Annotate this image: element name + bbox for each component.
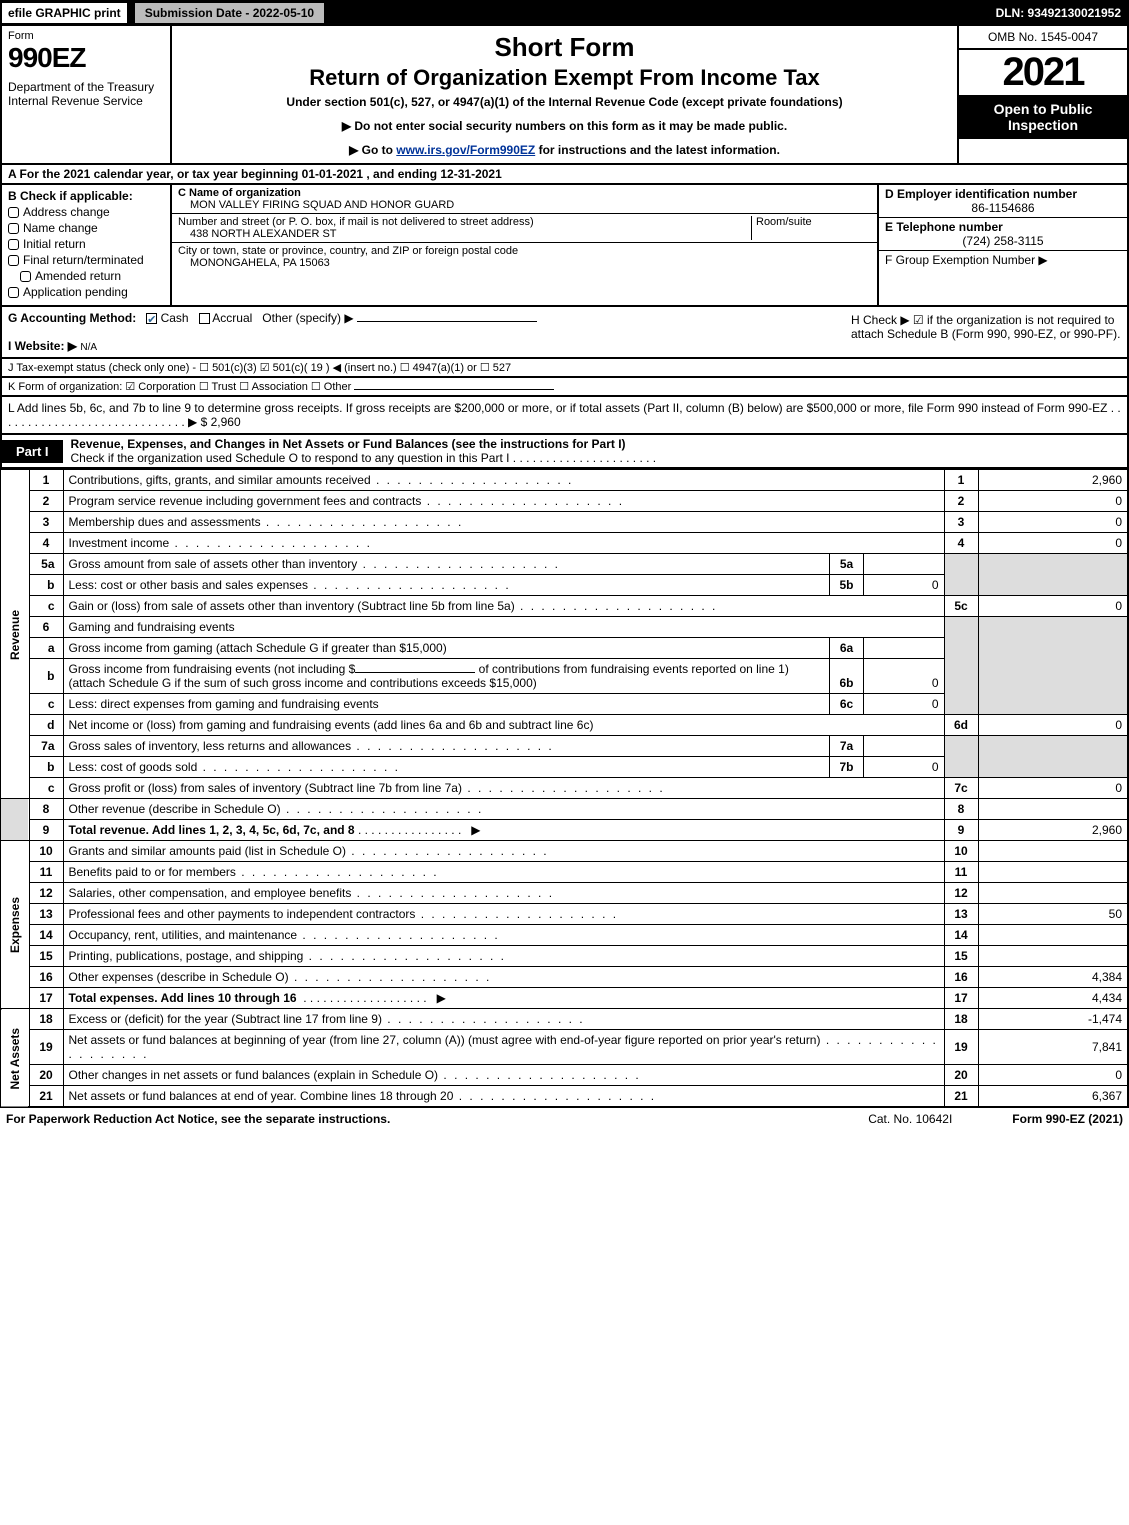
inspection-label: Open to Public Inspection xyxy=(959,95,1127,139)
line10-amt xyxy=(978,841,1128,862)
line21-amt: 6,367 xyxy=(978,1086,1128,1108)
org-name: MON VALLEY FIRING SQUAD AND HONOR GUARD xyxy=(178,199,871,211)
line9-amt: 2,960 xyxy=(978,820,1128,841)
omb-number: OMB No. 1545-0047 xyxy=(959,26,1127,50)
part1-label: Part I xyxy=(2,440,63,463)
col-b-heading: B Check if applicable: xyxy=(8,189,164,203)
line16-amt: 4,384 xyxy=(978,967,1128,988)
irs-link[interactable]: www.irs.gov/Form990EZ xyxy=(396,143,535,157)
city-label: City or town, state or province, country… xyxy=(178,245,518,257)
line11-amt xyxy=(978,862,1128,883)
note-link: ▶ Go to www.irs.gov/Form990EZ for instru… xyxy=(182,143,947,157)
form-number: 990EZ xyxy=(8,42,164,74)
chk-initial-return[interactable] xyxy=(8,239,19,250)
line5b-val: 0 xyxy=(864,575,944,595)
line2-amt: 0 xyxy=(978,491,1128,512)
street: 438 NORTH ALEXANDER ST xyxy=(178,228,751,240)
line6a-val xyxy=(864,638,944,658)
line8-amt xyxy=(978,799,1128,820)
line6c-val: 0 xyxy=(864,694,944,714)
tax-year: 2021 xyxy=(959,50,1127,95)
h-schedule-b: H Check ▶ ☑ if the organization is not r… xyxy=(851,313,1121,341)
phone-label: E Telephone number xyxy=(885,220,1003,234)
chk-cash[interactable] xyxy=(146,313,157,324)
efile-print-label[interactable]: efile GRAPHIC print xyxy=(0,1,129,25)
chk-name-change[interactable] xyxy=(8,223,19,234)
info-block: B Check if applicable: Address change Na… xyxy=(0,185,1129,307)
line4-amt: 0 xyxy=(978,533,1128,554)
city: MONONGAHELA, PA 15063 xyxy=(178,257,518,269)
header-right: OMB No. 1545-0047 2021 Open to Public In… xyxy=(957,26,1127,163)
line15-amt xyxy=(978,946,1128,967)
netassets-side-label: Net Assets xyxy=(1,1009,29,1108)
department-label: Department of the Treasury Internal Reve… xyxy=(8,80,164,108)
chk-address-change[interactable] xyxy=(8,207,19,218)
row-l-gross-receipts: L Add lines 5b, 6c, and 7b to line 9 to … xyxy=(0,397,1129,435)
website-label: I Website: ▶ xyxy=(8,339,77,353)
line18-amt: -1,474 xyxy=(978,1009,1128,1030)
website-value: N/A xyxy=(80,342,97,353)
line17-amt: 4,434 xyxy=(978,988,1128,1009)
form-header: Form 990EZ Department of the Treasury In… xyxy=(0,26,1129,165)
line1-amt: 2,960 xyxy=(978,470,1128,491)
cat-no: Cat. No. 10642I xyxy=(868,1112,952,1126)
chk-accrual[interactable] xyxy=(199,313,210,324)
form-subtitle: Under section 501(c), 527, or 4947(a)(1)… xyxy=(182,95,947,109)
line6b-val: 0 xyxy=(864,659,944,693)
revenue-side-label: Revenue xyxy=(1,470,29,799)
gross-receipts-value: 2,960 xyxy=(211,415,241,429)
line5c-amt: 0 xyxy=(978,596,1128,617)
accounting-method-label: G Accounting Method: xyxy=(8,311,136,325)
submission-date: Submission Date - 2022-05-10 xyxy=(133,1,326,25)
line14-amt xyxy=(978,925,1128,946)
chk-amended-return[interactable] xyxy=(20,271,31,282)
footer: For Paperwork Reduction Act Notice, see … xyxy=(0,1108,1129,1130)
ein-label: D Employer identification number xyxy=(885,187,1077,201)
part1-title: Revenue, Expenses, and Changes in Net As… xyxy=(63,435,1127,467)
group-exemption-label: F Group Exemption Number ▶ xyxy=(885,253,1048,267)
line12-amt xyxy=(978,883,1128,904)
ein-value: 86-1154686 xyxy=(885,201,1121,215)
phone-value: (724) 258-3115 xyxy=(885,234,1121,248)
chk-final-return[interactable] xyxy=(8,255,19,266)
line3-amt: 0 xyxy=(978,512,1128,533)
col-c-org-info: C Name of organization MON VALLEY FIRING… xyxy=(172,185,877,305)
short-form-title: Short Form xyxy=(182,32,947,63)
form-label: Form xyxy=(8,30,164,42)
expenses-side-label: Expenses xyxy=(1,841,29,1009)
row-k-org-form: K Form of organization: ☑ Corporation ☐ … xyxy=(0,378,1129,397)
chk-application-pending[interactable] xyxy=(8,287,19,298)
room-suite-label: Room/suite xyxy=(751,216,871,240)
part1-table: Revenue 1Contributions, gifts, grants, a… xyxy=(0,469,1129,1108)
line13-amt: 50 xyxy=(978,904,1128,925)
row-j-tax-status: J Tax-exempt status (check only one) - ☐… xyxy=(0,359,1129,378)
col-def: D Employer identification number 86-1154… xyxy=(877,185,1127,305)
header-mid: Short Form Return of Organization Exempt… xyxy=(172,26,957,163)
org-name-label: C Name of organization xyxy=(178,187,871,199)
pra-notice: For Paperwork Reduction Act Notice, see … xyxy=(6,1112,390,1126)
line7a-val xyxy=(864,736,944,756)
form-title: Return of Organization Exempt From Incom… xyxy=(182,65,947,91)
line5a-val xyxy=(864,554,944,574)
street-label: Number and street (or P. O. box, if mail… xyxy=(178,216,751,228)
header-left: Form 990EZ Department of the Treasury In… xyxy=(2,26,172,163)
line7c-amt: 0 xyxy=(978,778,1128,799)
line6d-amt: 0 xyxy=(978,715,1128,736)
line20-amt: 0 xyxy=(978,1065,1128,1086)
dln: DLN: 93492130021952 xyxy=(988,3,1129,23)
form-no-footer: Form 990-EZ (2021) xyxy=(1012,1112,1123,1126)
col-b-checkboxes: B Check if applicable: Address change Na… xyxy=(2,185,172,305)
row-ghi: G Accounting Method: Cash Accrual Other … xyxy=(0,307,1129,359)
line7b-val: 0 xyxy=(864,757,944,777)
part1-header: Part I Revenue, Expenses, and Changes in… xyxy=(0,435,1129,469)
row-a-period: A For the 2021 calendar year, or tax yea… xyxy=(0,165,1129,185)
note-ssn: ▶ Do not enter social security numbers o… xyxy=(182,119,947,133)
top-bar: efile GRAPHIC print Submission Date - 20… xyxy=(0,0,1129,26)
line19-amt: 7,841 xyxy=(978,1030,1128,1065)
